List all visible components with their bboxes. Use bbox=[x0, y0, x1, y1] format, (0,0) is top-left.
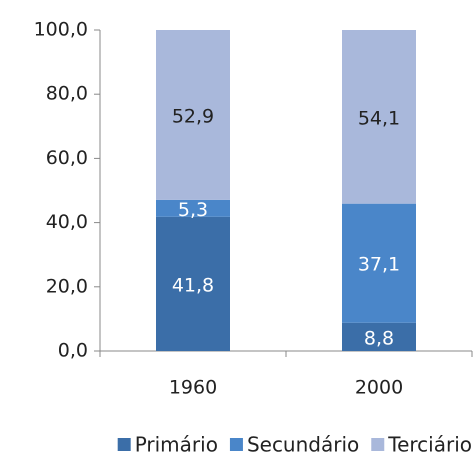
bar-segment bbox=[156, 30, 230, 200]
data-label: 37,1 bbox=[358, 254, 400, 276]
legend: Primário Secundário Terciário bbox=[117, 433, 472, 457]
data-label: 8,8 bbox=[364, 327, 394, 349]
y-tick-label: 100,0 bbox=[34, 19, 88, 41]
bar-segment bbox=[156, 216, 230, 351]
bar-segment bbox=[156, 199, 230, 217]
y-tick-label: 60,0 bbox=[46, 147, 88, 169]
bar-segment bbox=[342, 322, 416, 351]
y-tick-label: 80,0 bbox=[46, 83, 88, 105]
legend-swatch bbox=[371, 438, 385, 451]
y-tick-label: 40,0 bbox=[46, 211, 88, 233]
legend-label: Secundário bbox=[247, 433, 359, 457]
legend-label: Primário bbox=[135, 433, 218, 457]
data-label: 41,8 bbox=[172, 274, 214, 296]
legend-swatch bbox=[117, 438, 131, 451]
data-label: 54,1 bbox=[358, 107, 400, 129]
legend-swatch bbox=[229, 438, 243, 451]
y-tick-label: 0,0 bbox=[58, 340, 88, 362]
y-tick-label: 20,0 bbox=[46, 275, 88, 297]
data-label: 5,3 bbox=[178, 199, 208, 221]
legend-label: Terciário bbox=[387, 433, 472, 457]
bar-segment bbox=[342, 30, 416, 204]
bar-segment bbox=[342, 203, 416, 323]
x-tick-label: 2000 bbox=[355, 377, 403, 399]
x-tick-label: 1960 bbox=[169, 377, 217, 399]
data-label: 52,9 bbox=[172, 105, 214, 127]
